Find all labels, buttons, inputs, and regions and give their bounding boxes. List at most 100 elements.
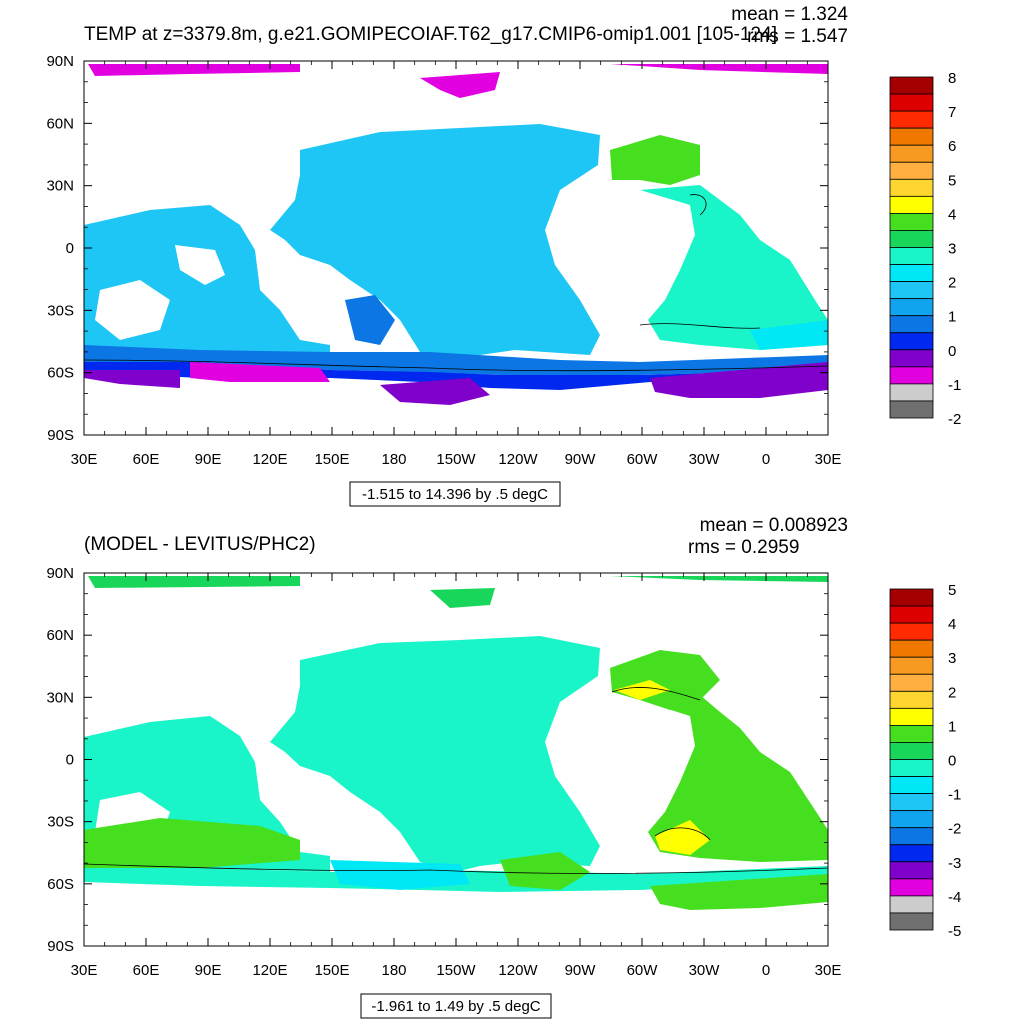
y-tick-label: 90S — [47, 938, 74, 955]
tasman-region — [345, 295, 395, 345]
x-tick-label: 60W — [627, 451, 659, 468]
colorbar-label: 1 — [948, 309, 956, 326]
colorbar-swatch — [889, 178, 934, 197]
x-tick-label: 150W — [436, 962, 476, 979]
colorbar-swatch — [889, 247, 934, 265]
land-mask — [95, 280, 170, 340]
colorbar-swatch — [889, 707, 934, 726]
colorbar-swatch — [889, 810, 934, 829]
colorbar-swatch — [889, 605, 934, 624]
x-tick-label: 120E — [252, 451, 287, 468]
panel-1-x-ticks: 30E 60E 90E 120E 150E 180 150W 120W 90W 60W 30W 0 30… — [71, 61, 841, 468]
y-tick-label: 30S — [47, 814, 74, 831]
colorbar-swatch — [889, 725, 934, 743]
colorbar-swatch — [889, 639, 934, 658]
panel-1-range-box — [349, 481, 561, 507]
y-tick-label: 0 — [66, 752, 74, 769]
colorbar-label: -4 — [948, 889, 961, 906]
x-tick-label: 60E — [133, 451, 160, 468]
atlantic-region — [750, 320, 828, 350]
arctic-region — [88, 576, 300, 588]
colorbar-label: -2 — [948, 411, 961, 428]
colorbar-label: 4 — [948, 206, 956, 223]
colorbar-swatch — [889, 878, 934, 897]
colorbar-swatch — [889, 195, 934, 214]
x-tick-label: 150E — [314, 451, 349, 468]
panel-1-mean: mean = 1.324 — [731, 4, 848, 25]
colorbar-label: 3 — [948, 241, 956, 258]
colorbar-swatch — [889, 366, 934, 385]
colorbar-label: 0 — [948, 343, 956, 360]
panel-2-mean: mean = 0.008923 — [700, 515, 848, 536]
colorbar-swatch — [889, 127, 934, 146]
colorbar-swatch — [889, 264, 934, 282]
y-tick-label: 30N — [46, 178, 74, 195]
y-tick-label: 60N — [46, 627, 74, 644]
colorbar-label: 4 — [948, 616, 956, 633]
arctic-region — [420, 72, 500, 98]
panel-temperature: TEMP at z=3379.8m, g.e21.GOMIPECOIAF.T62… — [46, 4, 961, 507]
colorbar-swatch — [889, 827, 934, 846]
x-tick-label: 120E — [252, 962, 287, 979]
panel-2-map-field — [84, 573, 828, 946]
southern-ocean-region — [330, 860, 470, 890]
arctic-region — [88, 64, 300, 76]
colorbar-label: -1 — [948, 377, 961, 394]
north-atlantic-region — [610, 135, 700, 185]
anomaly-region — [655, 820, 710, 855]
colorbar-swatch — [889, 212, 934, 231]
x-tick-label: 0 — [762, 962, 770, 979]
colorbar-label: 0 — [948, 753, 956, 770]
atlantic-region — [640, 695, 828, 862]
x-tick-label: 30E — [71, 962, 98, 979]
colorbar-swatch — [889, 844, 934, 863]
y-tick-label: 90N — [46, 53, 74, 70]
panel-2-x-ticks: 30E 60E 90E 120E 150E 180 150W 120W 90W 60W 30W 0 30… — [71, 573, 841, 979]
panel-1-colorbar: 8 7 6 5 4 3 2 1 0 -1 -2 — [889, 70, 961, 428]
antarctic-region — [84, 370, 180, 388]
colorbar-swatch — [889, 110, 934, 129]
colorbar-swatch — [889, 230, 934, 248]
x-tick-label: 90W — [565, 962, 597, 979]
x-tick-label: 30W — [689, 451, 721, 468]
panel-2-title: (MODEL - LEVITUS/PHC2) — [84, 534, 316, 555]
colorbar-swatch — [889, 400, 934, 419]
colorbar-swatch — [889, 742, 934, 760]
colorbar-label: 8 — [948, 70, 956, 87]
colorbar-swatch — [889, 622, 934, 641]
colorbar-swatch — [889, 76, 934, 95]
panel-2-range-box — [360, 993, 552, 1019]
colorbar-swatch — [889, 895, 934, 914]
y-tick-label: 0 — [66, 240, 74, 257]
colorbar-label: -5 — [948, 923, 961, 940]
x-tick-label: 180 — [381, 451, 406, 468]
pacific-region — [270, 124, 600, 360]
y-tick-label: 60S — [47, 876, 74, 893]
colorbar-label: 6 — [948, 138, 956, 155]
colorbar-label: 5 — [948, 582, 956, 599]
land-mask — [175, 245, 225, 285]
x-tick-label: 0 — [762, 451, 770, 468]
panel-1-title: TEMP at z=3379.8m, g.e21.GOMIPECOIAF.T62… — [84, 24, 777, 45]
antarctic-region — [380, 378, 490, 405]
antarctic-region — [650, 362, 828, 398]
x-tick-label: 30E — [71, 451, 98, 468]
colorbar-label: 3 — [948, 650, 956, 667]
southern-ocean-region — [500, 852, 590, 890]
colorbar-swatch — [889, 793, 934, 812]
panel-1-y-ticks: 90N 60N 30N 0 30S 60S 90S — [46, 53, 828, 444]
colorbar-label: -1 — [948, 787, 961, 804]
colorbar-label: 2 — [948, 275, 956, 292]
anomaly-region — [614, 680, 670, 700]
x-tick-label: 120W — [498, 962, 538, 979]
colorbar-swatch — [889, 144, 934, 163]
y-tick-label: 90S — [47, 427, 74, 444]
x-tick-label: 90E — [195, 962, 222, 979]
x-tick-label: 60E — [133, 962, 160, 979]
panel-2-colorbar: 5 4 3 2 1 0 -1 -2 -3 -4 -5 — [889, 582, 961, 940]
y-tick-label: 30N — [46, 689, 74, 706]
colorbar-swatch — [889, 315, 934, 334]
colorbar-swatch — [889, 93, 934, 112]
antarctic-region — [190, 362, 330, 382]
